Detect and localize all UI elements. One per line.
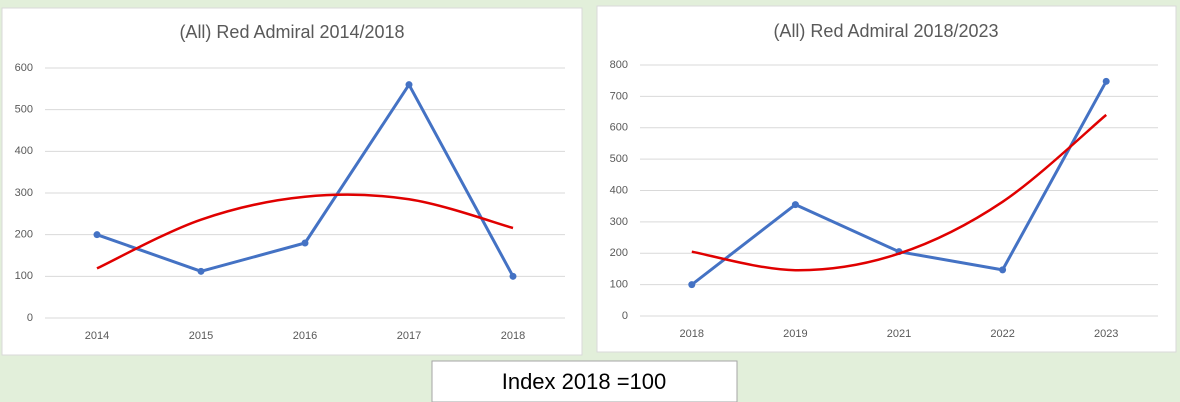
data-point xyxy=(791,201,799,209)
caption: Index 2018 =100 xyxy=(502,369,667,394)
trendline xyxy=(691,113,1108,272)
y-tick-label: 600 xyxy=(15,62,33,74)
y-tick-label: 300 xyxy=(610,216,628,228)
y-tick-label: 0 xyxy=(27,312,33,324)
data-point xyxy=(509,272,517,280)
x-tick-label: 2015 xyxy=(189,330,213,342)
y-tick-label: 0 xyxy=(622,310,628,322)
x-tick-label: 2014 xyxy=(85,330,109,342)
y-tick-label: 600 xyxy=(610,122,628,134)
y-tick-label: 100 xyxy=(15,270,33,282)
y-tick-label: 400 xyxy=(15,145,33,157)
x-tick-label: 2023 xyxy=(1094,328,1118,340)
y-tick-label: 700 xyxy=(610,90,628,102)
y-tick-label: 800 xyxy=(610,59,628,71)
y-tick-label: 200 xyxy=(15,229,33,241)
x-tick-label: 2022 xyxy=(990,328,1014,340)
x-tick-label: 2021 xyxy=(887,328,911,340)
y-tick-label: 500 xyxy=(610,153,628,165)
y-tick-label: 200 xyxy=(610,247,628,259)
x-tick-label: 2016 xyxy=(293,330,317,342)
caption-box xyxy=(431,360,738,402)
chart-panel xyxy=(1,7,583,356)
chart-title: (All) Red Admiral 2014/2018 xyxy=(179,22,404,42)
data-point xyxy=(197,267,205,275)
y-tick-label: 500 xyxy=(15,104,33,116)
data-point xyxy=(1102,77,1110,85)
x-tick-label: 2018 xyxy=(680,328,704,340)
data-point xyxy=(405,81,413,89)
chart-panel xyxy=(596,5,1177,353)
chart-title: (All) Red Admiral 2018/2023 xyxy=(773,21,998,41)
trendline xyxy=(96,193,514,270)
data-point xyxy=(688,281,696,289)
y-tick-label: 400 xyxy=(610,184,628,196)
y-tick-label: 300 xyxy=(15,187,33,199)
y-tick-label: 100 xyxy=(610,279,628,291)
data-point xyxy=(301,239,309,247)
x-tick-label: 2019 xyxy=(783,328,807,340)
data-point xyxy=(93,231,101,239)
x-tick-label: 2018 xyxy=(501,330,525,342)
data-point xyxy=(999,266,1007,274)
x-tick-label: 2017 xyxy=(397,330,421,342)
